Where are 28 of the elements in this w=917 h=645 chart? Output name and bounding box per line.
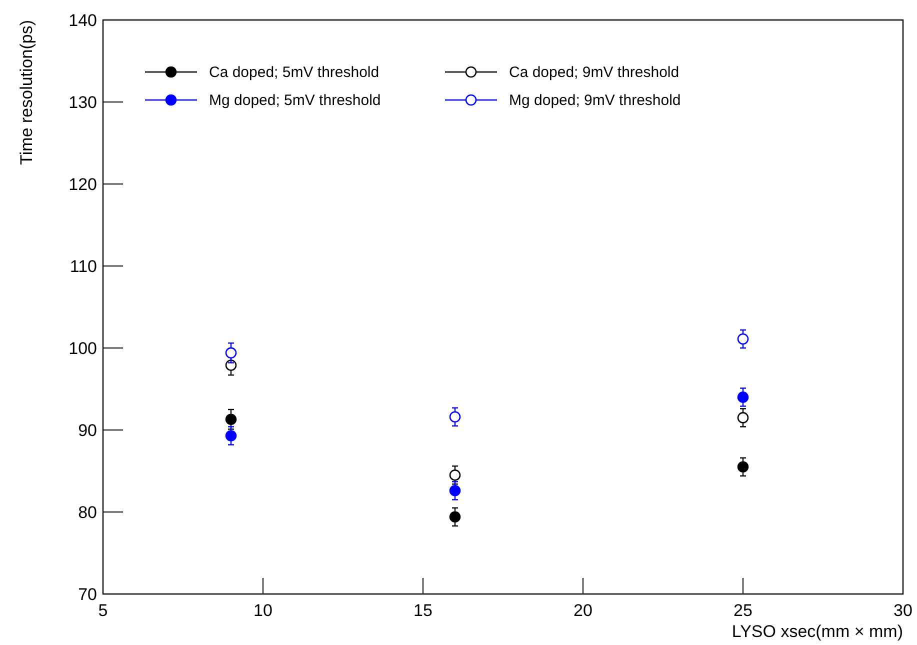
x-tick-label: 5	[98, 601, 108, 620]
y-tick-label: 80	[78, 503, 97, 522]
x-axis-title: LYSO xsec(mm × mm)	[732, 622, 903, 641]
point	[737, 461, 749, 473]
y-tick-label: 90	[78, 421, 97, 440]
y-tick-label: 110	[70, 257, 97, 276]
y-tick-label: 100	[68, 339, 97, 358]
y-tick-label: 70	[78, 585, 97, 604]
x-tick-label: 25	[734, 601, 752, 620]
legend-label: Ca doped; 5mV threshold	[209, 64, 380, 81]
x-tick-label: 15	[414, 601, 432, 620]
y-tick-label: 140	[68, 11, 97, 30]
legend-label: Mg doped; 5mV threshold	[209, 92, 381, 109]
x-tick-label: 30	[894, 601, 912, 620]
point	[225, 347, 237, 359]
x-tick-label: 10	[254, 601, 272, 620]
point	[737, 392, 749, 403]
point	[737, 333, 749, 345]
y-axis-title: Time resolution(ps)	[17, 20, 36, 165]
y-tick-label: 120	[68, 175, 97, 194]
x-tick-label: 20	[574, 601, 592, 620]
point	[449, 411, 461, 423]
y-tick-label: 130	[68, 93, 97, 112]
point	[737, 412, 749, 424]
point	[449, 511, 461, 523]
legend-label: Ca doped; 9mV threshold	[509, 64, 680, 81]
legend-label: Mg doped; 9mV threshold	[509, 92, 681, 109]
point	[225, 414, 237, 425]
